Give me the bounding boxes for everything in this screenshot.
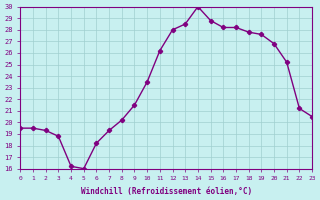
X-axis label: Windchill (Refroidissement éolien,°C): Windchill (Refroidissement éolien,°C) [81,187,252,196]
